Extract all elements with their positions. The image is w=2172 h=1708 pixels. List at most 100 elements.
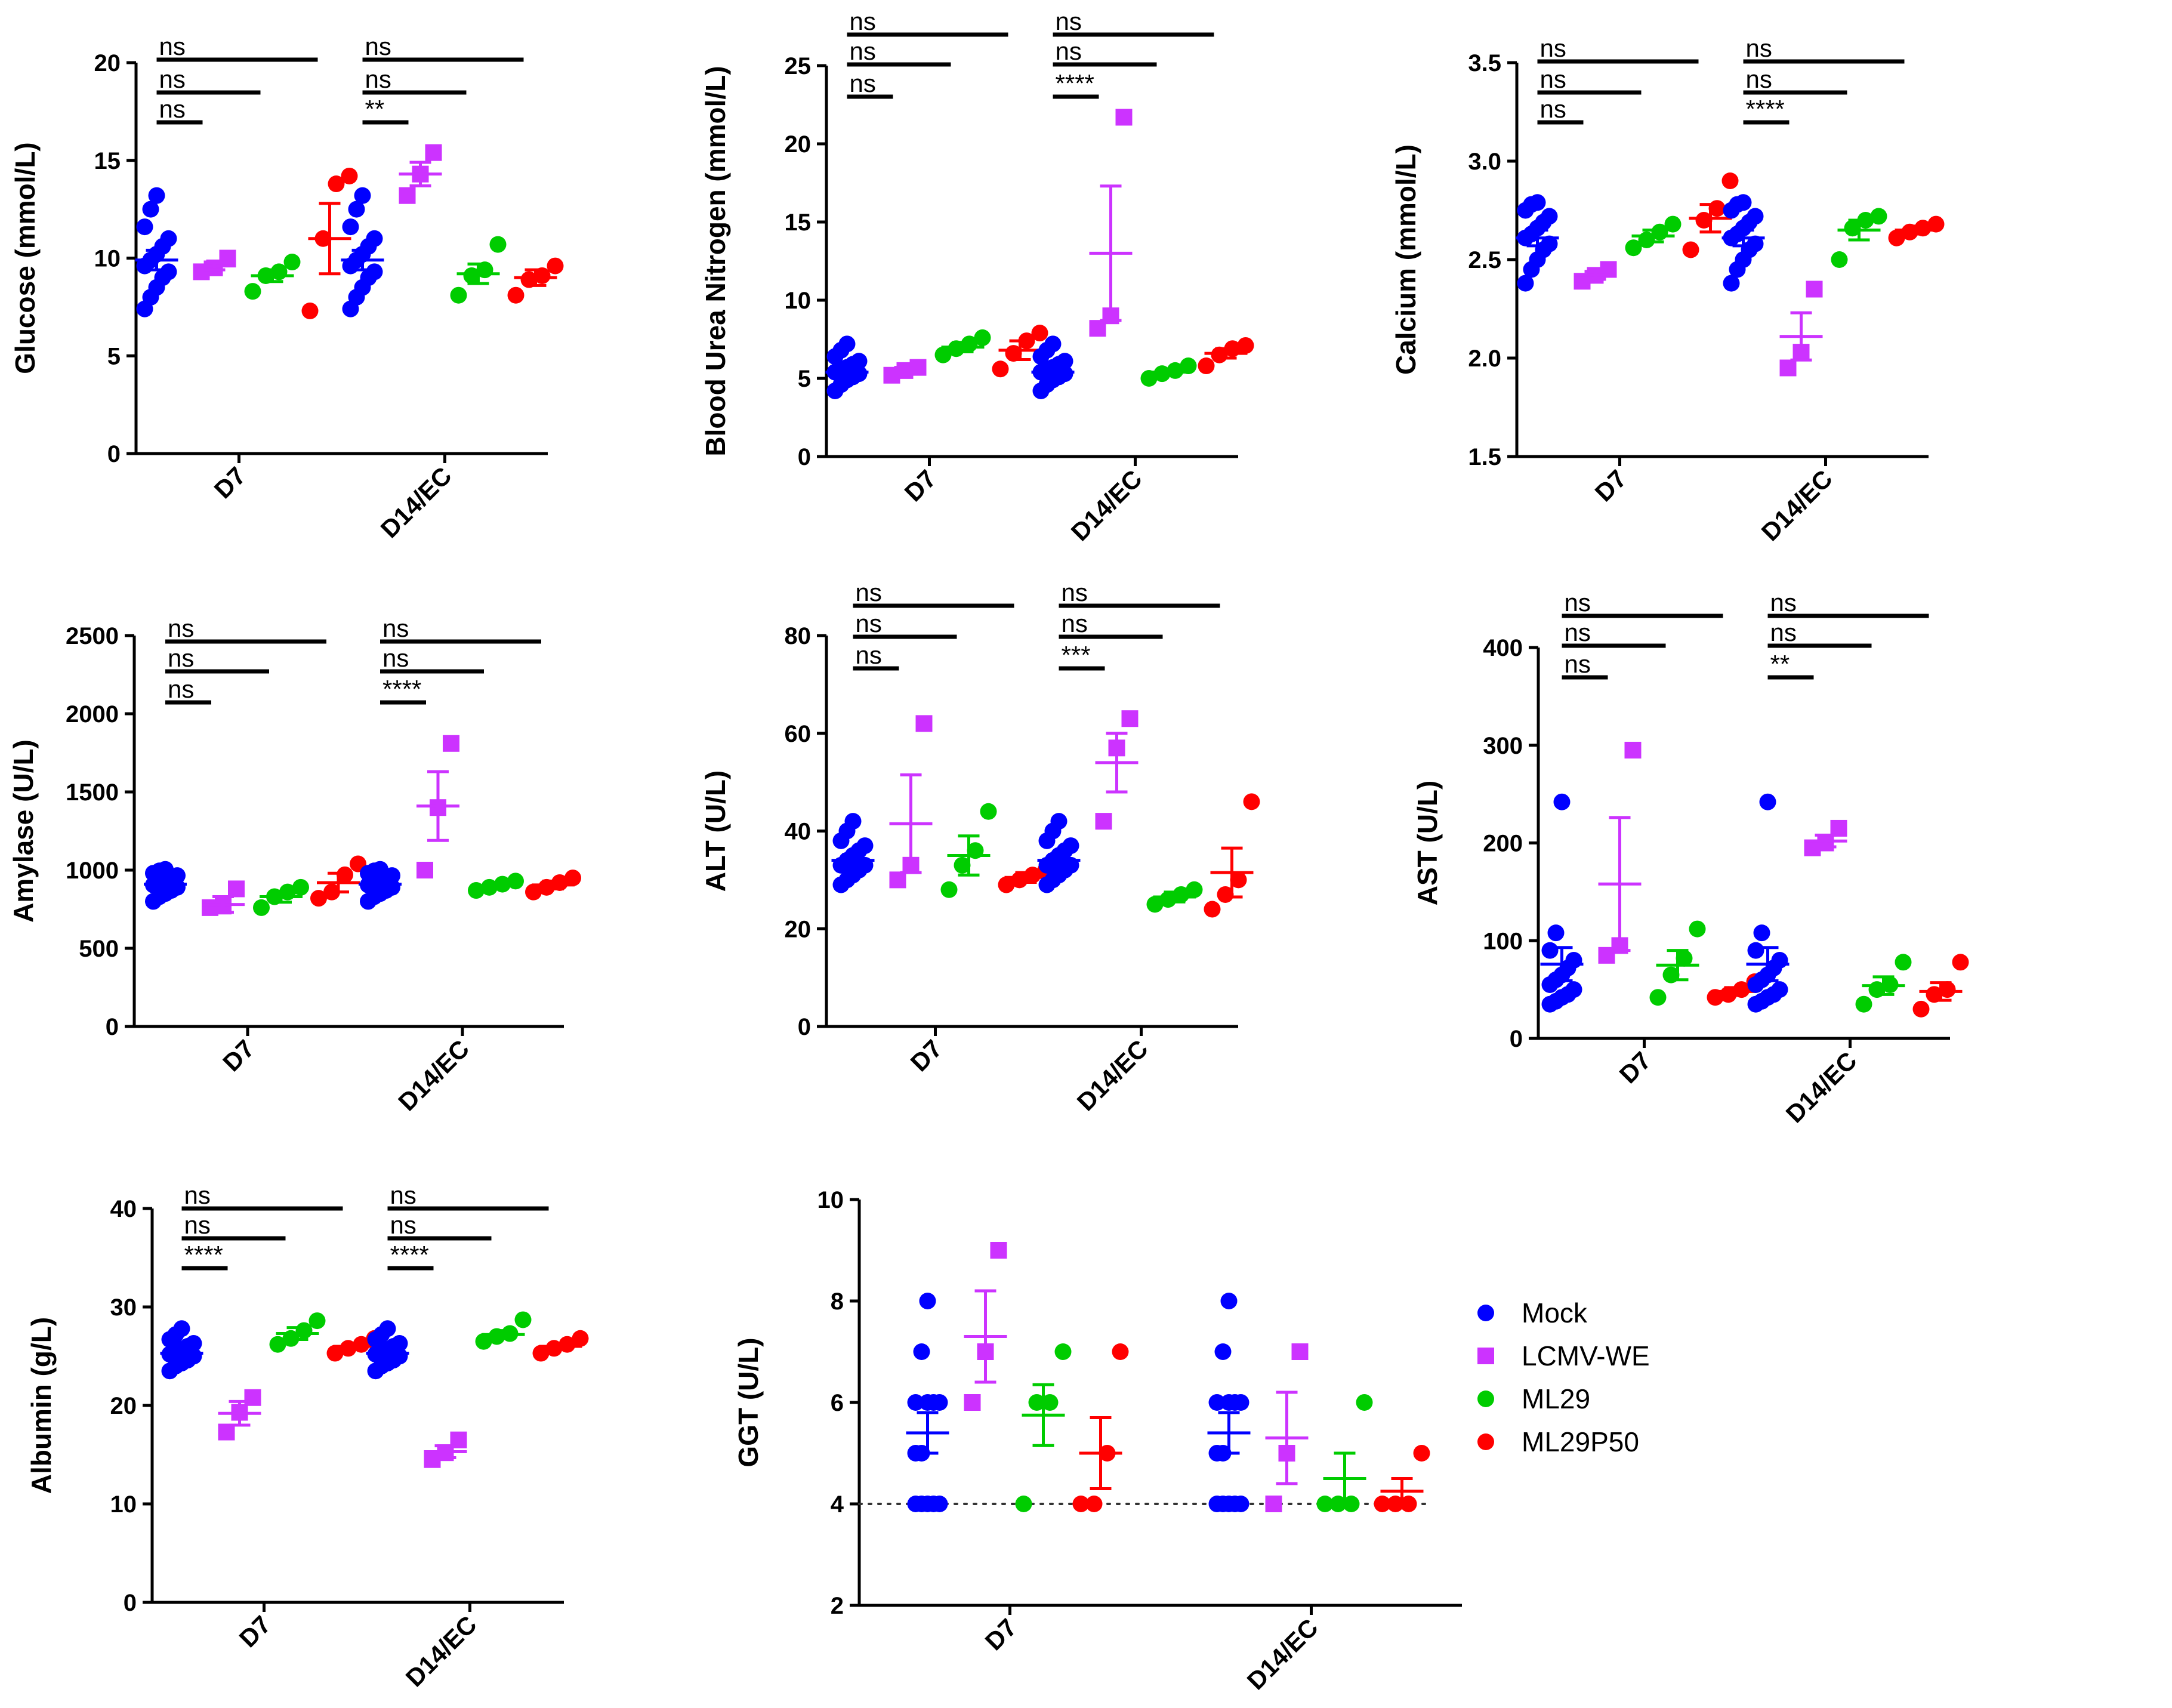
legend-marker-lcmv-we — [1477, 1348, 1494, 1364]
significance-label: ns — [856, 641, 882, 669]
significance-label: ns — [856, 609, 882, 637]
y-tick-label: 0 — [124, 1590, 137, 1616]
x-tick-label: D14/EC — [1756, 464, 1838, 546]
data-point-ml29 — [1186, 881, 1203, 898]
significance-label: ns — [184, 1211, 211, 1239]
data-point-lcmv-we — [1779, 359, 1797, 377]
data-point-ml29p50 — [533, 267, 551, 284]
data-point-ml29 — [514, 1311, 532, 1328]
significance-label: ns — [365, 32, 391, 60]
data-point-ml29p50 — [1682, 241, 1699, 258]
y-tick-label: 80 — [785, 623, 812, 649]
data-point-ml29p50 — [1024, 867, 1041, 884]
data-point-ml29 — [1870, 208, 1887, 225]
data-point-mock — [919, 1293, 936, 1309]
data-point-ml29 — [1356, 1394, 1373, 1411]
y-tick-label: 200 — [1483, 831, 1523, 857]
data-point-ml29p50 — [328, 175, 345, 193]
chart-panel-5: 0 20 40 60 80 ALT (U/L) D7 D14/EC ns ns ns ns ns *** — [700, 578, 1260, 1116]
y-axis-title: Albumin (g/L) — [26, 1317, 57, 1494]
significance-label: ns — [1770, 618, 1797, 646]
y-axis-title: Glucose (mmol/L) — [10, 142, 41, 374]
significance-label: ns — [1565, 618, 1591, 646]
y-tick-label: 20 — [785, 131, 812, 158]
data-point-mock — [856, 837, 874, 855]
data-point-lcmv-we — [990, 1242, 1007, 1259]
data-point-ml29p50 — [1072, 1496, 1090, 1512]
data-point-mock — [366, 263, 383, 280]
y-tick-label: 20 — [110, 1393, 137, 1419]
data-point-ml29p50 — [1085, 1496, 1103, 1512]
data-point-ml29p50 — [1204, 901, 1221, 918]
legend-label-lcmv-we: LCMV-WE — [1522, 1340, 1650, 1371]
data-point-ml29p50 — [538, 878, 555, 896]
data-point-ml29p50 — [301, 302, 319, 319]
y-tick-label: 0 — [798, 444, 811, 470]
data-point-mock — [354, 187, 371, 204]
data-point-ml29p50 — [551, 874, 568, 891]
data-point-ml29p50 — [1243, 793, 1260, 810]
y-tick-label: 40 — [785, 819, 812, 845]
data-point-mock — [1056, 353, 1073, 370]
significance-label: ns — [1746, 34, 1772, 62]
data-point-lcmv-we — [228, 880, 245, 898]
data-point-ml29p50 — [1721, 172, 1739, 189]
data-point-mock — [1214, 1343, 1232, 1360]
data-point-lcmv-we — [964, 1394, 981, 1411]
data-point-ml29p50 — [1413, 1445, 1430, 1462]
x-tick-label: D14/EC — [375, 461, 457, 543]
data-point-ml29 — [1855, 995, 1872, 1013]
data-point-lcmv-we — [1115, 109, 1133, 126]
legend: Mock LCMV-WE ML29 ML29P50 — [1477, 1297, 1650, 1457]
significance-label: ns — [856, 578, 882, 606]
y-axis-title: Calcium (mmol/L) — [1390, 144, 1421, 375]
x-tick-label: D7 — [217, 1034, 260, 1077]
data-point-lcmv-we — [915, 715, 933, 732]
data-point-mock — [379, 1320, 396, 1337]
data-point-mock — [1747, 942, 1764, 959]
significance-label: ns — [382, 614, 409, 642]
data-point-mock — [1565, 981, 1582, 998]
data-point-mock — [1771, 952, 1788, 969]
x-tick-label: D14/EC — [1066, 464, 1147, 546]
x-tick-label: D14/EC — [400, 1610, 482, 1692]
data-point-ml29p50 — [1733, 981, 1750, 998]
significance-label: ns — [168, 675, 194, 703]
significance-label: ns — [168, 614, 194, 642]
data-point-ml29 — [974, 329, 991, 346]
data-point-ml29p50 — [1912, 1000, 1930, 1018]
data-point-ml29p50 — [1901, 223, 1918, 241]
data-point-ml29 — [1173, 886, 1190, 903]
data-point-ml29p50 — [1952, 954, 1969, 971]
data-point-mock — [1753, 924, 1770, 942]
data-point-lcmv-we — [1806, 280, 1823, 298]
data-point-lcmv-we — [1265, 1496, 1282, 1512]
significance-label: ns — [1540, 34, 1566, 62]
data-point-ml29p50 — [326, 1345, 344, 1362]
x-tick-label: D7 — [905, 1034, 948, 1077]
significance-label: ns — [1746, 65, 1772, 93]
significance-label: ns — [1565, 650, 1591, 678]
significance-label: ns — [1565, 588, 1591, 616]
data-point-ml29p50 — [564, 870, 581, 887]
data-point-lcmv-we — [399, 187, 416, 204]
legend-label-mock: Mock — [1522, 1297, 1588, 1328]
data-point-ml29p50 — [1939, 981, 1956, 998]
data-point-mock — [1771, 981, 1788, 998]
data-point-ml29 — [1180, 357, 1197, 375]
data-point-mock — [391, 1335, 408, 1352]
y-tick-label: 2 — [831, 1593, 844, 1619]
significance-label: ns — [382, 644, 409, 672]
y-tick-label: 3.0 — [1468, 149, 1501, 175]
data-point-ml29 — [1028, 1394, 1045, 1411]
y-tick-label: 20 — [785, 916, 812, 942]
significance-label: ns — [159, 32, 186, 60]
data-point-mock — [1208, 1394, 1226, 1411]
y-tick-label: 2500 — [66, 623, 119, 649]
y-tick-label: 8 — [831, 1288, 844, 1315]
y-axis-title: GGT (U/L) — [733, 1337, 764, 1467]
data-point-ml29 — [244, 283, 261, 300]
significance-label: ns — [1056, 37, 1082, 65]
data-point-mock — [850, 353, 868, 370]
